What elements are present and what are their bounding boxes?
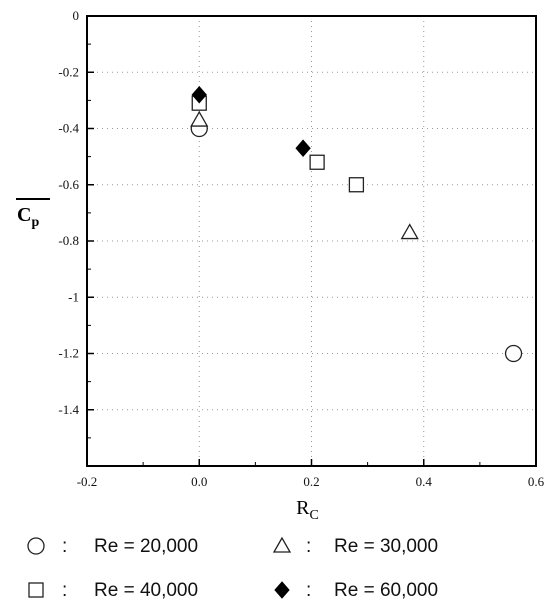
legend-separator: : [306, 536, 311, 557]
legend-item: : Re = 30,000 [272, 536, 438, 557]
y-tick-label: -1.4 [58, 402, 79, 417]
grid-lines [87, 16, 536, 466]
legend-marker-diamond-filled [274, 581, 290, 599]
square-data-point [348, 177, 365, 193]
x-tick-label: 0.6 [528, 474, 545, 489]
axis-ticks: -0.2 0.0 0.2 0.4 0.6 0 -0.2 -0.4 -0.6 -0.8 -1 -1.2 -… [58, 8, 544, 489]
legend-marker-square [28, 582, 44, 598]
legend-item: : Re = 20,000 [27, 536, 198, 557]
triangle-data-point [190, 110, 209, 127]
legend-label: Re = 40,000 [94, 580, 198, 601]
legend-item: : Re = 60,000 [274, 580, 438, 601]
y-tick-label: -0.2 [58, 64, 79, 79]
y-tick-label: -0.6 [58, 177, 79, 192]
x-tick-label: -0.2 [77, 474, 98, 489]
x-tick-label: 0.0 [191, 474, 207, 489]
circle-data-point [504, 344, 523, 363]
legend-marker-triangle [272, 536, 292, 553]
x-axis-title: RC [296, 497, 319, 523]
legend-item: : Re = 40,000 [28, 580, 198, 601]
legend-separator: : [62, 580, 67, 601]
square-data-point [309, 154, 325, 170]
x-tick-label: 0.4 [416, 474, 433, 489]
legend-label: Re = 60,000 [334, 580, 438, 601]
legend: : Re = 20,000: Re = 30,000: Re = 40,000: Re … [27, 536, 438, 601]
diamond-filled-data-point [295, 139, 311, 157]
y-tick-label: 0 [73, 8, 80, 23]
data-markers [190, 85, 523, 363]
y-tick-label: -0.4 [58, 121, 79, 136]
y-axis-label: Cp [17, 204, 39, 230]
legend-marker-circle [27, 537, 45, 555]
triangle-data-point [400, 223, 419, 240]
y-tick-label: -1 [68, 289, 79, 304]
x-tick-label: 0.2 [303, 474, 319, 489]
legend-separator: : [62, 536, 67, 557]
legend-label: Re = 20,000 [94, 536, 198, 557]
plot-frame [86, 15, 537, 467]
diamond-filled-data-point [191, 85, 207, 104]
legend-separator: : [306, 580, 311, 601]
y-axis-title: Cp [16, 198, 50, 230]
legend-label: Re = 30,000 [334, 536, 438, 557]
y-tick-label: -0.8 [58, 233, 79, 248]
x-axis-label: RC [296, 497, 319, 523]
y-tick-label: -1.2 [58, 346, 79, 361]
